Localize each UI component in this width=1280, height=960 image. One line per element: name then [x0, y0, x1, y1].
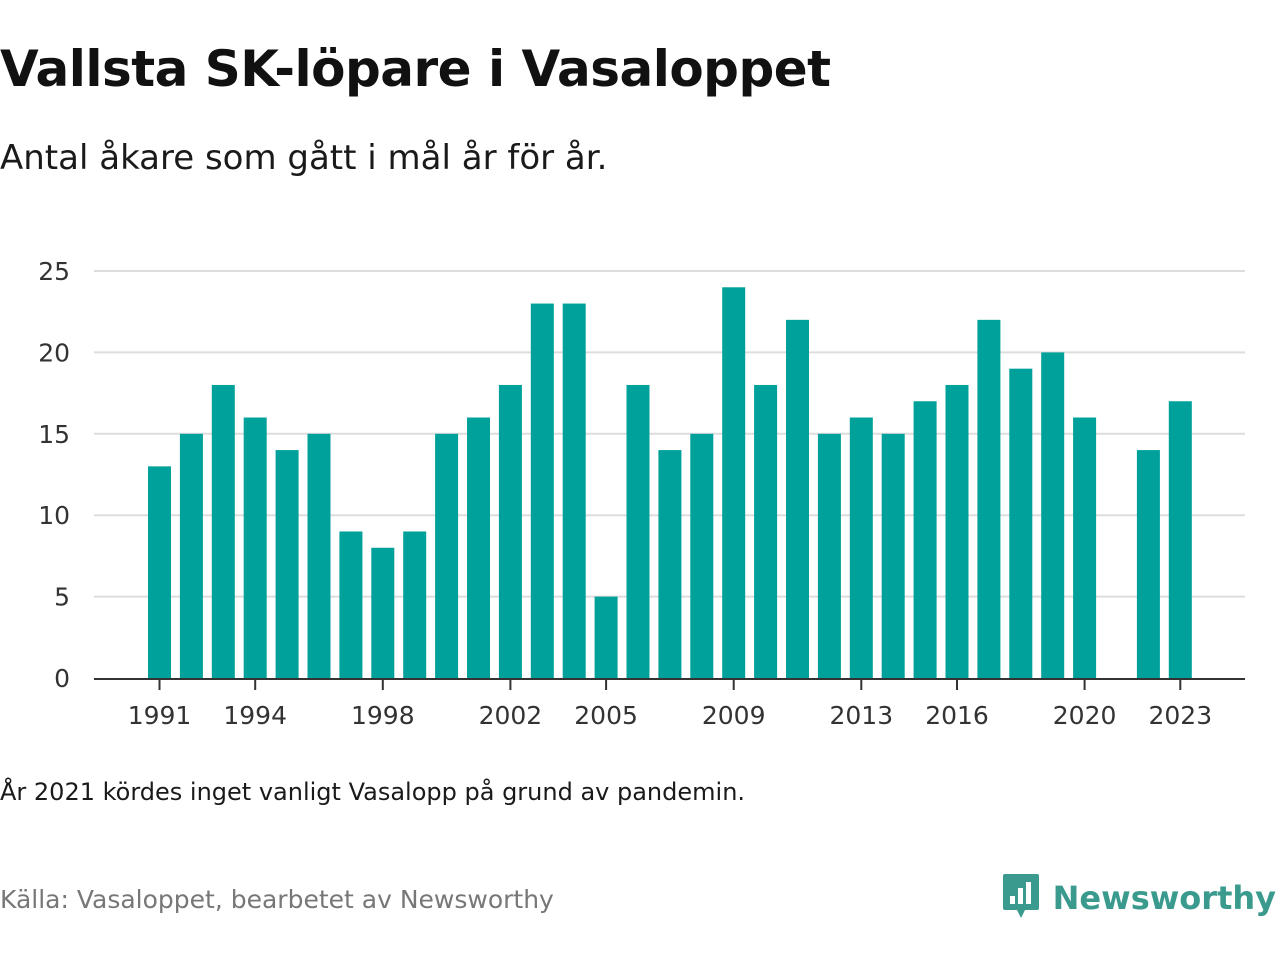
bar-2004[interactable]: [562, 303, 586, 678]
bar-1995[interactable]: [275, 450, 299, 678]
bar-2023[interactable]: [1168, 401, 1192, 678]
bar-2009[interactable]: [722, 287, 746, 678]
bar-2020[interactable]: [1073, 417, 1097, 678]
bar-2022[interactable]: [1136, 450, 1160, 678]
bar-2013[interactable]: [849, 417, 873, 678]
bar-2012[interactable]: [817, 433, 841, 678]
bar-1994[interactable]: [243, 417, 267, 678]
bar-2003[interactable]: [530, 303, 554, 678]
y-tick-label: 0: [54, 664, 70, 693]
bar-2000[interactable]: [435, 433, 459, 678]
x-tick-label: 1991: [128, 701, 192, 730]
y-tick-label: 10: [38, 501, 70, 530]
bar-2016[interactable]: [945, 384, 969, 678]
bar-1993[interactable]: [211, 384, 235, 678]
y-tick-label: 15: [38, 420, 70, 449]
x-tick-label: 2009: [702, 701, 766, 730]
bars: [148, 287, 1192, 678]
x-tick-label: 2013: [829, 701, 893, 730]
bar-chart: 0 5 10 15 20 25 1991 1994 1998 2002 2005 2009 2013 2…: [38, 257, 1245, 730]
x-tick-label: 1994: [223, 701, 287, 730]
bar-2006[interactable]: [626, 384, 650, 678]
bar-2005[interactable]: [594, 596, 618, 678]
bar-2019[interactable]: [1041, 352, 1065, 678]
bar-2001[interactable]: [467, 417, 490, 678]
bar-1991[interactable]: [148, 466, 171, 678]
chart-subtitle: Antal åkare som gått i mål år för år.: [0, 138, 608, 178]
x-tick-label: 2016: [925, 701, 989, 730]
x-tick-label: 2002: [479, 701, 543, 730]
y-axis-tick-labels: 0 5 10 15 20 25: [38, 257, 70, 693]
bar-2002[interactable]: [498, 384, 522, 678]
x-tick-label: 2020: [1053, 701, 1117, 730]
newsworthy-logo-icon: [1001, 872, 1041, 924]
bar-2010[interactable]: [754, 384, 778, 678]
logo-bar-1: [1009, 896, 1015, 904]
x-axis-tick-labels: 1991 1994 1998 2002 2005 2009 2013 2016 2020 2023: [128, 701, 1212, 730]
bar-1997[interactable]: [339, 531, 363, 678]
y-tick-label: 20: [38, 338, 70, 367]
bar-2014[interactable]: [881, 433, 905, 678]
bar-2015[interactable]: [913, 401, 937, 678]
x-tick-label: 2005: [574, 701, 638, 730]
bar-2018[interactable]: [1009, 368, 1033, 678]
bar-2011[interactable]: [786, 319, 809, 678]
x-tick-label: 1998: [351, 701, 415, 730]
bar-2017[interactable]: [977, 319, 1001, 678]
bar-1992[interactable]: [179, 433, 203, 678]
brand-name: Newsworthy: [1052, 879, 1276, 917]
y-tick-label: 25: [38, 257, 70, 286]
x-axis: [94, 678, 1245, 690]
bar-2008[interactable]: [690, 433, 714, 678]
source-text: Källa: Vasaloppet, bearbetet av Newswort…: [0, 885, 554, 914]
brand-logo[interactable]: Newsworthy: [1001, 872, 1276, 924]
chart-title: Vallsta SK-löpare i Vasaloppet: [0, 40, 831, 98]
x-tick-label: 2023: [1148, 701, 1212, 730]
bar-2007[interactable]: [658, 450, 682, 678]
bar-1998[interactable]: [371, 547, 395, 678]
logo-bar-3: [1025, 882, 1031, 904]
bar-1996[interactable]: [307, 433, 331, 678]
logo-bar-2: [1017, 888, 1023, 904]
bar-1999[interactable]: [403, 531, 427, 678]
footnote: År 2021 kördes inget vanligt Vasalopp på…: [0, 778, 746, 806]
y-tick-label: 5: [54, 583, 70, 612]
